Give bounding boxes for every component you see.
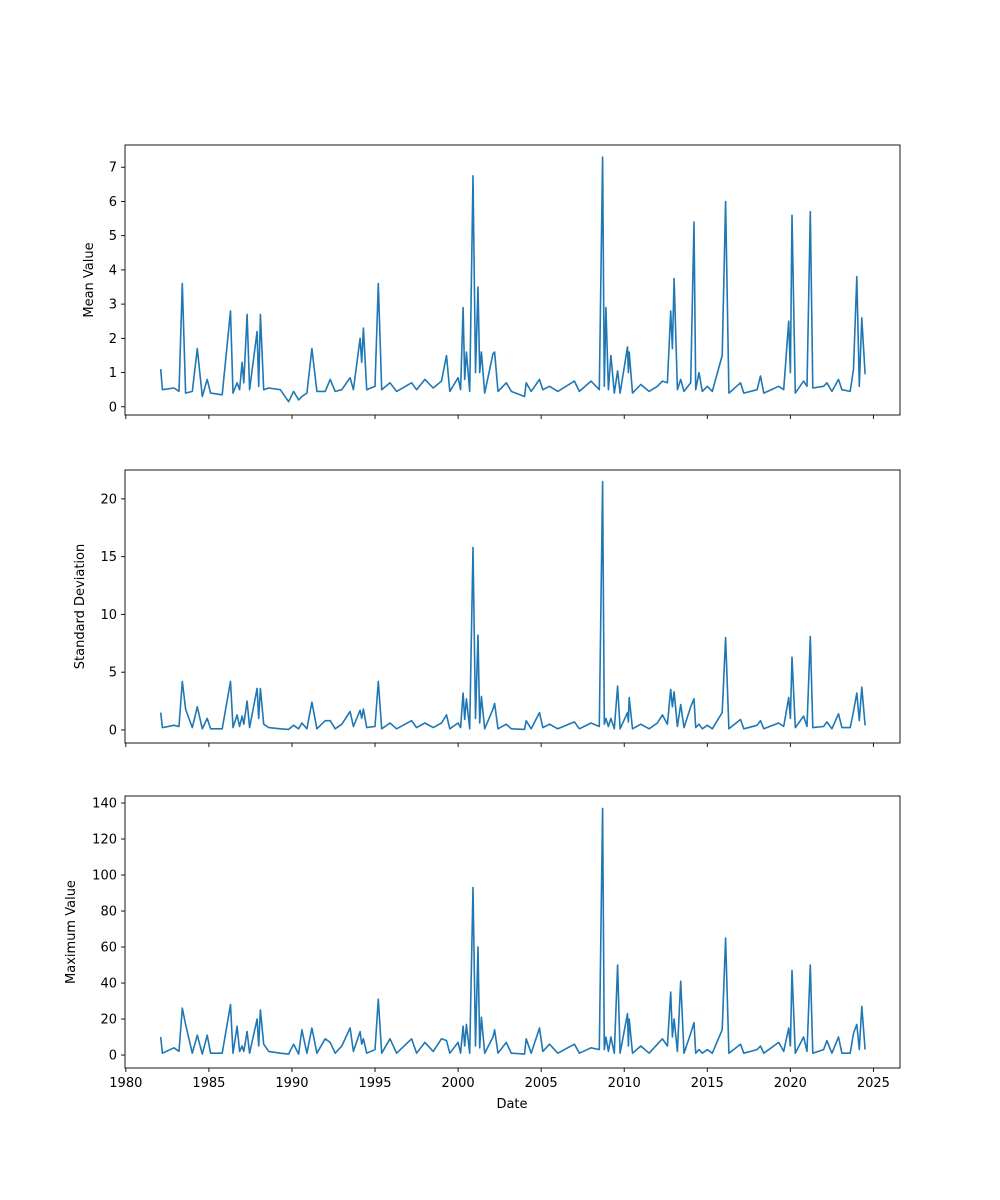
x-tick-label: 1990 bbox=[275, 1076, 308, 1091]
x-tick-label: 2010 bbox=[608, 1076, 641, 1091]
max-y-tick-label: 80 bbox=[100, 905, 117, 920]
max-y-axis-label: Maximum Value bbox=[64, 880, 79, 984]
std-series-line bbox=[159, 480, 866, 731]
x-tick-label: 2020 bbox=[774, 1076, 807, 1091]
mean-y-tick-label: 2 bbox=[109, 332, 117, 347]
max-y-tick-label: 140 bbox=[92, 797, 117, 812]
mean-y-tick-label: 5 bbox=[109, 229, 117, 244]
x-tick-label: 1980 bbox=[109, 1076, 142, 1091]
x-tick-label: 2000 bbox=[442, 1076, 475, 1091]
x-tick-label: 2025 bbox=[857, 1076, 890, 1091]
max-y-tick-label: 20 bbox=[100, 1013, 117, 1028]
max-axes-frame bbox=[124, 795, 901, 1069]
mean-y-tick-label: 3 bbox=[109, 298, 117, 313]
mean-series-line bbox=[159, 156, 866, 403]
max-series-line bbox=[159, 807, 866, 1055]
mean-y-tick-label: 0 bbox=[109, 400, 117, 415]
x-tick-label: 2005 bbox=[525, 1076, 558, 1091]
max-y-tick-label: 60 bbox=[100, 941, 117, 956]
x-tick-label: 1985 bbox=[192, 1076, 225, 1091]
std-y-tick-label: 10 bbox=[100, 608, 117, 623]
mean-axes-frame bbox=[124, 144, 901, 416]
std-y-tick-label: 5 bbox=[109, 666, 117, 681]
max-y-tick-label: 100 bbox=[92, 869, 117, 884]
mean-y-axis-label: Mean Value bbox=[82, 242, 97, 317]
x-tick-label: 2015 bbox=[691, 1076, 724, 1091]
x-axis-label: Date bbox=[496, 1097, 527, 1112]
max-y-tick-label: 0 bbox=[109, 1049, 117, 1064]
std-y-axis-label: Standard Deviation bbox=[73, 544, 88, 669]
mean-y-tick-label: 4 bbox=[109, 263, 117, 278]
std-axes-frame bbox=[124, 469, 901, 744]
max-y-tick-label: 40 bbox=[100, 977, 117, 992]
max-y-tick-label: 120 bbox=[92, 833, 117, 848]
std-y-tick-label: 15 bbox=[100, 550, 117, 565]
std-y-tick-label: 20 bbox=[100, 492, 117, 507]
mean-y-tick-label: 1 bbox=[109, 366, 117, 381]
mean-y-tick-label: 7 bbox=[109, 161, 117, 176]
mean-y-tick-label: 6 bbox=[109, 195, 117, 210]
x-tick-label: 1995 bbox=[358, 1076, 391, 1091]
std-y-tick-label: 0 bbox=[109, 723, 117, 738]
